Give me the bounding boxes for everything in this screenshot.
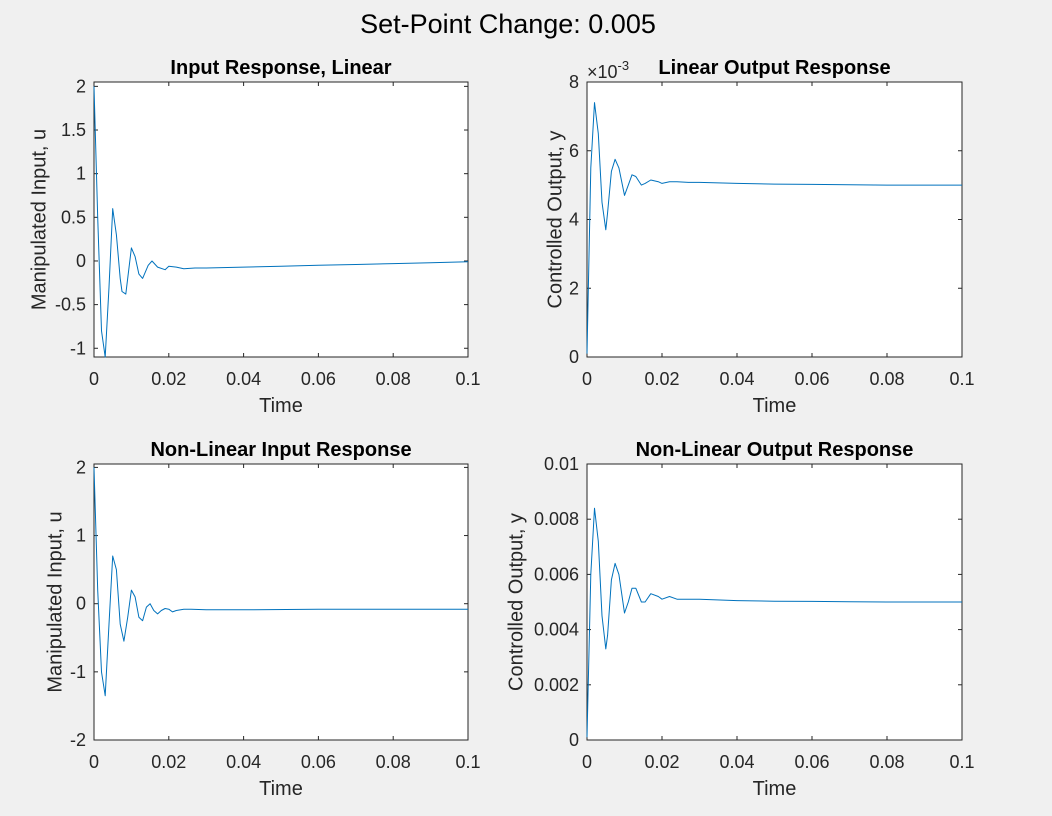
x-tick-label: 0.06 — [301, 369, 336, 389]
x-tick-label: 0 — [89, 752, 99, 772]
x-tick-label: 0 — [582, 369, 592, 389]
y-tick-label: -1 — [70, 662, 86, 682]
subplot-non-linear-input-response: 0 0.02 0.04 0.06 0.08 0.1 -2 -1 0 1 2 Non-Linear In… — [44, 439, 480, 800]
x-tick-label: 0.08 — [869, 369, 904, 389]
x-tick-label: 0.08 — [869, 752, 904, 772]
y-tick-label: 0.006 — [534, 564, 579, 584]
y-tick-label: 4 — [569, 210, 579, 230]
y-tick-label: 0.002 — [534, 675, 579, 695]
x-axis-label: Time — [259, 395, 303, 417]
y-tick-label: 2 — [76, 76, 86, 96]
plot-title: Non-Linear Input Response — [150, 439, 411, 461]
x-tick-label: 0.02 — [151, 752, 186, 772]
subplot-input-response-linear: 0 0.02 0.04 0.06 0.08 0.1 -1 -0.5 0 0.5 1 1.5 2 Input… — [28, 57, 480, 417]
plot-area — [93, 81, 469, 358]
figure-title: Set-Point Change: 0.005 — [360, 9, 656, 39]
x-tick-label: 0.08 — [376, 752, 411, 772]
x-tick-label: 0 — [89, 369, 99, 389]
plot-title: Input Response, Linear — [170, 57, 391, 79]
y-tick-label: 0.004 — [534, 620, 579, 640]
y-axis-label: Manipulated Input, u — [44, 511, 66, 692]
x-tick-label: 0.04 — [719, 369, 754, 389]
series-line — [93, 467, 468, 697]
y-tick-label: 1.5 — [61, 120, 86, 140]
y-axis-label: Manipulated Input, u — [28, 129, 50, 310]
x-tick-label: 0.02 — [644, 752, 679, 772]
plot-area — [586, 81, 963, 358]
series-line — [586, 507, 962, 738]
x-tick-label: 0.08 — [376, 369, 411, 389]
x-tick-label: 0.02 — [151, 369, 186, 389]
y-tick-label: 0 — [76, 251, 86, 271]
y-tick-label: 8 — [569, 72, 579, 92]
x-tick-label: 0.1 — [949, 369, 974, 389]
x-tick-label: 0.1 — [949, 752, 974, 772]
y-tick-label: 0 — [76, 594, 86, 614]
y-tick-label: -2 — [70, 730, 86, 750]
x-tick-label: 0.1 — [455, 752, 480, 772]
series-line — [93, 86, 469, 358]
x-tick-label: 0.06 — [794, 752, 829, 772]
y-tick-label: 0 — [569, 730, 579, 750]
x-tick-label: 0.04 — [719, 752, 754, 772]
x-axis-label: Time — [753, 778, 797, 800]
x-axis-label: Time — [753, 395, 797, 417]
plot-area — [93, 463, 469, 741]
x-tick-label: 0.04 — [226, 369, 261, 389]
plot-title: Linear Output Response — [658, 57, 890, 79]
y-tick-label: 1 — [76, 164, 86, 184]
x-tick-label: 0.02 — [644, 369, 679, 389]
x-tick-label: 0.04 — [226, 752, 261, 772]
y-tick-label: 6 — [569, 141, 579, 161]
x-tick-label: 0.1 — [455, 369, 480, 389]
y-tick-label: 1 — [76, 526, 86, 546]
plot-title: Non-Linear Output Response — [636, 439, 914, 461]
subplot-non-linear-output-response: 0 0.02 0.04 0.06 0.08 0.1 0 0.002 0.004 0.006 0.00… — [505, 439, 974, 800]
y-axis-label: Controlled Output, y — [544, 131, 566, 309]
y-tick-label: 0.01 — [544, 454, 579, 474]
y-tick-label: -0.5 — [55, 295, 86, 315]
y-tick-label: 0 — [569, 347, 579, 367]
y-axis-label: Controlled Output, y — [505, 513, 527, 691]
y-tick-label: -1 — [70, 338, 86, 358]
x-axis-label: Time — [259, 778, 303, 800]
x-tick-label: 0.06 — [794, 369, 829, 389]
y-tick-label: 0.008 — [534, 509, 579, 529]
y-tick-label: 0.5 — [61, 207, 86, 227]
series-line — [586, 102, 962, 354]
y-tick-label: 2 — [76, 457, 86, 477]
x-tick-label: 0.06 — [301, 752, 336, 772]
x-tick-label: 0 — [582, 752, 592, 772]
y-tick-label: 2 — [569, 278, 579, 298]
